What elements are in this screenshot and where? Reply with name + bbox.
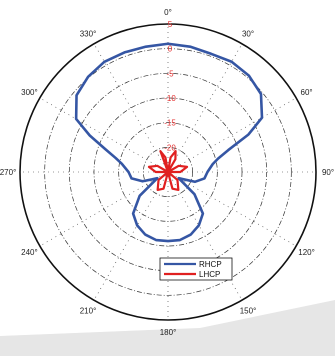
- radial-tick-label: -5: [166, 69, 174, 78]
- angle-tick-label: 60°: [301, 88, 313, 97]
- label-layer: 0° 30° 60° 90° 120° 150° 180° 210° 240° 270° 300° 3…: [0, 8, 334, 337]
- radial-grid-circle: [44, 48, 292, 296]
- angle-spoke: [169, 175, 243, 301]
- angle-tick-label: 330°: [80, 29, 97, 38]
- angle-spoke: [171, 173, 297, 247]
- angle-spoke: [39, 97, 165, 171]
- angle-spoke: [93, 175, 167, 301]
- angle-tick-label: 240°: [21, 248, 38, 257]
- angle-spoke: [171, 97, 297, 171]
- series-line-lhcp: [147, 150, 189, 192]
- series-layer: [74, 42, 264, 243]
- radial-tick-label: -20: [164, 143, 176, 152]
- legend-label-rhcp: RHCP: [199, 260, 222, 269]
- radial-tick-label: -15: [164, 119, 176, 128]
- radial-tick-label: 5: [168, 20, 173, 29]
- angle-tick-label: 210°: [80, 307, 97, 316]
- angle-tick-label: 30°: [242, 29, 254, 38]
- bottom-shadow: [0, 300, 335, 356]
- outer-ring: [19, 23, 317, 321]
- angle-tick-label: 180°: [160, 328, 177, 337]
- series-line-rhcp: [74, 42, 264, 243]
- angle-tick-label: 300°: [21, 88, 38, 97]
- angle-tick-label: 0°: [164, 8, 172, 17]
- angle-tick-label: 270°: [0, 168, 16, 177]
- radial-tick-label: -10: [164, 94, 176, 103]
- radial-tick-label: 0: [168, 45, 173, 54]
- angle-tick-label: 150°: [240, 307, 257, 316]
- legend-label-lhcp: LHCP: [199, 270, 220, 279]
- legend: RHCP LHCP: [159, 257, 233, 281]
- angle-spoke: [39, 173, 165, 247]
- angle-tick-label: 90°: [322, 168, 334, 177]
- angle-tick-label: 120°: [298, 248, 315, 257]
- angle-spoke: [93, 43, 167, 169]
- angle-spoke: [169, 43, 243, 169]
